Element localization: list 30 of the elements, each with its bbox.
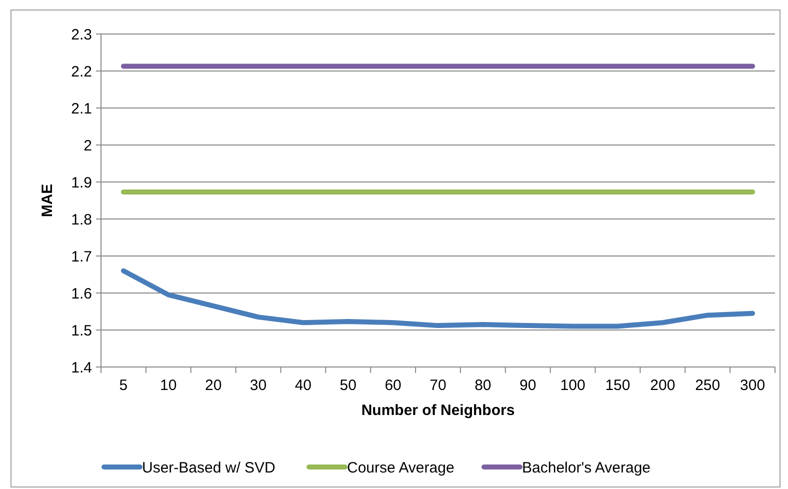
x-tick-label: 250 bbox=[695, 377, 720, 394]
x-tick-label: 200 bbox=[650, 377, 676, 394]
legend-label: User-Based w/ SVD bbox=[142, 459, 276, 476]
y-axis-title: MAE bbox=[39, 184, 56, 218]
legend-label: Bachelor's Average bbox=[522, 459, 651, 476]
y-tick-label: 2 bbox=[84, 137, 92, 154]
x-tick-label: 40 bbox=[294, 377, 312, 394]
x-axis-title: Number of Neighbors bbox=[361, 402, 515, 419]
x-tick-label: 90 bbox=[520, 377, 536, 394]
x-tick-label: 150 bbox=[605, 377, 630, 394]
y-tick-label: 1.6 bbox=[71, 285, 92, 302]
x-tick-label: 300 bbox=[740, 377, 766, 394]
x-tick-label: 100 bbox=[560, 377, 586, 394]
x-tick-label: 80 bbox=[474, 377, 492, 394]
y-tick-label: 1.7 bbox=[71, 248, 92, 266]
y-tick-label: 2.2 bbox=[71, 63, 92, 80]
x-tick-label: 20 bbox=[204, 377, 222, 394]
x-tick-label: 70 bbox=[430, 377, 446, 394]
y-tick-label: 1.4 bbox=[71, 359, 92, 376]
x-tick-label: 30 bbox=[250, 377, 267, 394]
y-tick-label: 1.9 bbox=[71, 174, 92, 192]
x-tick-label: 60 bbox=[384, 377, 402, 394]
y-tick-label: 2.3 bbox=[71, 26, 92, 44]
y-tick-label: 1.5 bbox=[71, 322, 92, 340]
x-tick-label: 5 bbox=[119, 377, 128, 394]
x-tick-label: 10 bbox=[160, 377, 177, 394]
y-tick-label: 1.8 bbox=[71, 211, 92, 228]
x-tick-label: 50 bbox=[340, 377, 356, 394]
y-tick-label: 2.1 bbox=[71, 100, 92, 118]
legend-label: Course Average bbox=[347, 459, 454, 476]
